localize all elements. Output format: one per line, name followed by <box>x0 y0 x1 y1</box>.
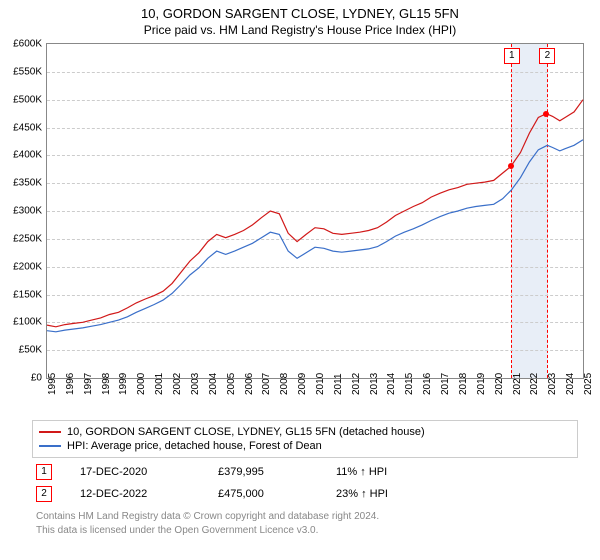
transaction-row: 212-DEC-2022£475,00023% HPI <box>32 480 578 502</box>
legend: 10, GORDON SARGENT CLOSE, LYDNEY, GL15 5… <box>32 420 578 458</box>
footer-line-2: This data is licensed under the Open Gov… <box>36 524 574 538</box>
transaction-row: 117-DEC-2020£379,99511% HPI <box>32 458 578 480</box>
footer-line-1: Contains HM Land Registry data © Crown c… <box>36 510 574 524</box>
chart-plot-area: 12 1995199619971998199920002001200220032… <box>46 43 584 379</box>
chart-subtitle: Price paid vs. HM Land Registry's House … <box>0 21 600 37</box>
transaction-rows: 117-DEC-2020£379,99511% HPI212-DEC-2022£… <box>32 458 578 502</box>
y-axis-labels: £0£50K£100K£150K£200K£250K£300K£350K£400… <box>0 43 46 379</box>
chart-title: 10, GORDON SARGENT CLOSE, LYDNEY, GL15 5… <box>0 0 600 21</box>
footer-text: Contains HM Land Registry data © Crown c… <box>32 502 578 537</box>
line-series <box>47 44 583 378</box>
